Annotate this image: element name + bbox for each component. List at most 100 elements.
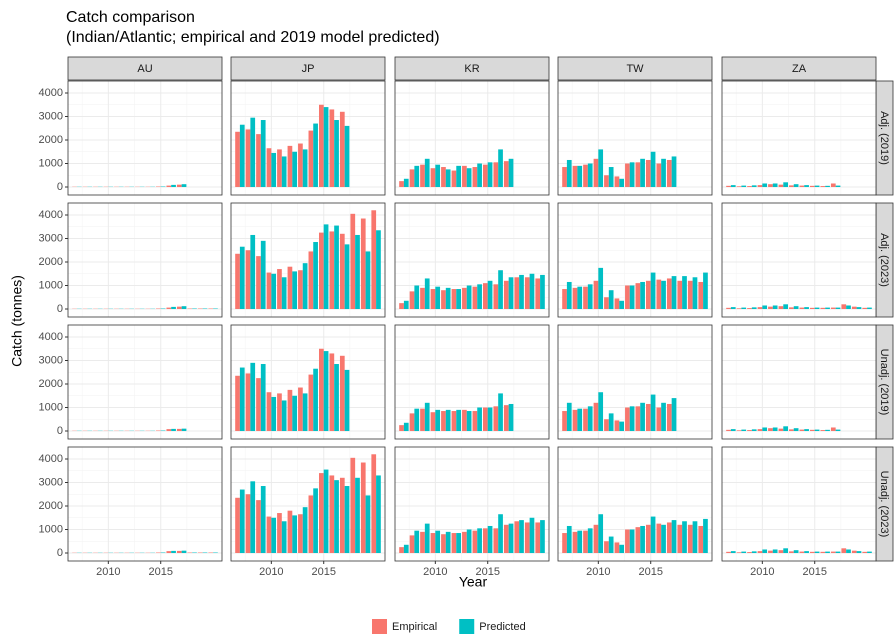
bar <box>747 186 752 188</box>
bar <box>298 387 303 432</box>
bar <box>646 524 651 554</box>
bar <box>498 393 503 432</box>
bar <box>736 430 742 432</box>
bar <box>762 183 768 188</box>
bar <box>562 533 567 554</box>
x-tick-label: 2015 <box>802 566 826 578</box>
bar <box>656 407 662 432</box>
x-tick-label: 2010 <box>586 566 610 578</box>
bar <box>677 280 683 310</box>
bar <box>298 143 303 188</box>
bar <box>608 290 614 310</box>
bar <box>277 393 282 432</box>
bar <box>277 149 282 188</box>
bar <box>319 104 324 188</box>
bar <box>730 307 736 310</box>
bar <box>483 283 488 310</box>
bar <box>540 520 545 554</box>
panel-border <box>394 202 550 318</box>
bar <box>365 495 371 554</box>
bar <box>524 522 530 554</box>
bar <box>862 307 868 310</box>
bar <box>625 407 630 432</box>
bar <box>757 185 763 188</box>
bar <box>583 530 588 554</box>
y-tick-label: 4000 <box>39 331 63 343</box>
panel-background <box>722 447 876 561</box>
bar <box>166 551 172 554</box>
bar <box>298 514 303 554</box>
bar <box>577 286 583 310</box>
bar <box>799 307 805 310</box>
bar <box>256 500 261 554</box>
bar <box>619 178 624 188</box>
bar <box>239 246 245 310</box>
bar <box>604 175 609 188</box>
bar <box>403 422 409 432</box>
bar <box>692 277 698 310</box>
bar <box>514 521 520 554</box>
bar <box>650 394 656 432</box>
bar <box>635 283 641 310</box>
bar <box>166 429 172 432</box>
bar <box>245 373 251 432</box>
bar <box>793 184 799 188</box>
bar <box>456 165 461 188</box>
bar <box>462 287 467 310</box>
strip-background <box>67 56 223 81</box>
bar <box>825 185 830 188</box>
bar <box>608 167 614 188</box>
bar <box>350 457 356 554</box>
bar <box>835 307 841 310</box>
x-tick-label: 2015 <box>311 566 335 578</box>
bar <box>323 224 329 310</box>
bar <box>176 306 182 310</box>
bar <box>483 164 488 188</box>
bar <box>329 475 335 554</box>
bar <box>399 303 404 310</box>
bar <box>181 550 187 554</box>
bar <box>698 525 704 554</box>
bar <box>726 429 731 432</box>
bar <box>736 186 742 188</box>
bar <box>420 287 425 310</box>
bar <box>666 159 672 188</box>
bar <box>399 547 404 554</box>
panel-background <box>722 203 876 317</box>
bar <box>329 109 335 188</box>
panel-border <box>721 202 877 318</box>
bar <box>562 411 567 432</box>
bar <box>339 233 345 310</box>
row-strip-label: Adj. (2019) <box>878 111 890 165</box>
bar <box>587 284 593 310</box>
bar <box>256 378 261 432</box>
bar <box>566 281 572 310</box>
bar <box>741 429 747 432</box>
bar <box>503 161 509 188</box>
bar <box>656 163 662 188</box>
bar <box>498 514 503 554</box>
bar <box>825 429 830 432</box>
bar <box>566 159 572 188</box>
bar <box>456 289 461 310</box>
bar <box>371 210 377 310</box>
bar <box>493 406 499 432</box>
bar <box>810 429 815 432</box>
column-strip-label: TW <box>626 63 644 75</box>
bar <box>778 428 784 432</box>
y-tick-label: 1000 <box>39 523 63 535</box>
bar <box>176 550 182 554</box>
y-tick-label: 2000 <box>39 378 63 390</box>
bar <box>166 185 172 188</box>
bar <box>355 234 360 310</box>
bar <box>462 165 467 188</box>
panel-border <box>557 202 713 318</box>
bar <box>783 182 788 188</box>
panel-border <box>67 324 223 440</box>
bar <box>635 162 641 188</box>
bar <box>820 430 826 432</box>
bar <box>483 528 488 554</box>
bar <box>271 152 277 188</box>
bar <box>277 269 282 310</box>
row-strip-label: Adj. (2023) <box>878 233 890 287</box>
